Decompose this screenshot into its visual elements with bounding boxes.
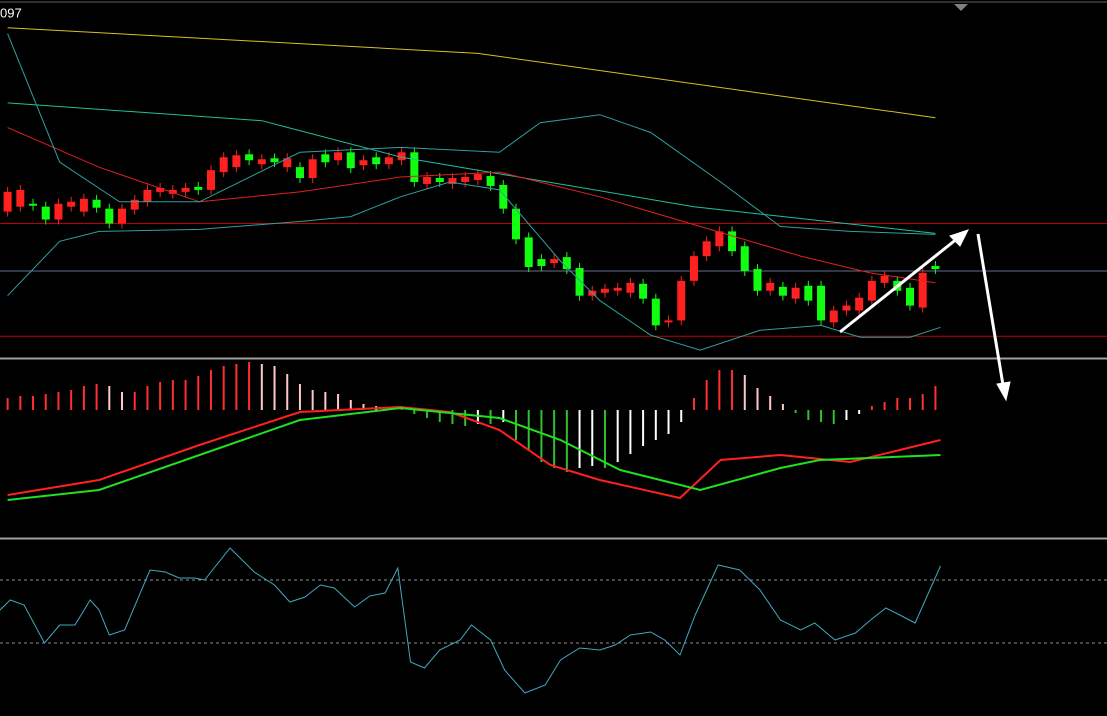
indicator-line (7, 127, 936, 284)
candle-body (156, 187, 165, 192)
candle-body (270, 158, 279, 163)
candle-body (473, 174, 482, 181)
candle-body (600, 288, 609, 293)
candle-body (817, 285, 826, 321)
arrow-down (976, 233, 1005, 386)
candle-body (791, 287, 800, 299)
indicator-line (7, 27, 936, 119)
candle-body (245, 154, 254, 161)
candle-body (16, 189, 25, 207)
candle-body (486, 176, 495, 186)
candle-body (435, 178, 444, 182)
candle-body (931, 266, 940, 269)
candle-body (664, 320, 673, 323)
candle-body (79, 198, 88, 212)
candle-body (524, 237, 533, 268)
candle-body (829, 310, 838, 323)
candle-body (639, 283, 648, 299)
candle-body (181, 187, 190, 192)
candle-body (194, 186, 203, 190)
candle-body (384, 157, 393, 165)
candle-body (372, 157, 381, 165)
candle-body (334, 152, 343, 161)
candle-body (689, 256, 698, 281)
candle-body (206, 170, 215, 190)
candle-body (321, 154, 330, 163)
symbol-label: 097 (0, 5, 22, 20)
candle-body (105, 208, 114, 224)
candle-body (346, 152, 355, 169)
candle-body (804, 285, 813, 301)
candle-body (168, 189, 177, 194)
candle-body (232, 155, 241, 168)
candle-body (295, 167, 304, 179)
candle-body (410, 152, 419, 182)
annotation-arrows (839, 229, 1011, 402)
indicator-line (7, 33, 936, 235)
candle-body (715, 231, 724, 247)
candle-body (359, 160, 368, 166)
candle-body (29, 203, 38, 206)
candle-body (257, 159, 266, 165)
candle-body (702, 241, 711, 257)
candle-body (461, 177, 470, 182)
candle-body (143, 189, 152, 202)
candle-body (423, 177, 432, 184)
candle-body (626, 282, 635, 293)
candle-body (740, 246, 749, 271)
indicator-line (7, 405, 941, 500)
candle-body (918, 272, 927, 308)
candle-body (575, 268, 584, 296)
candle-body (512, 208, 521, 240)
candle-body (842, 305, 851, 311)
candle-body (867, 280, 876, 301)
indicator-line (7, 102, 936, 234)
candle-body (562, 257, 571, 269)
candle-body (778, 286, 787, 296)
indicator-line (0, 547, 941, 694)
arrow-head (996, 381, 1011, 402)
candle-body (613, 287, 622, 291)
candle-body (651, 298, 660, 326)
arrow-up (839, 236, 959, 334)
candle-body (677, 280, 686, 321)
candle-body (219, 157, 228, 173)
candle-body (448, 178, 457, 184)
candle-body (753, 268, 762, 291)
candle-body (41, 206, 50, 220)
candle-body (92, 199, 101, 208)
arrow-head (949, 229, 969, 247)
candle-body (728, 231, 737, 252)
candle-body (283, 158, 292, 168)
candle-body (537, 259, 546, 267)
candle-body (308, 159, 317, 179)
candle-body (67, 201, 76, 207)
candle-body (397, 152, 406, 161)
candle-body (3, 191, 12, 212)
plots (0, 27, 1107, 694)
scroll-marker (954, 4, 968, 11)
candle-body (130, 199, 139, 210)
candle-body (766, 282, 775, 291)
candle-body (118, 208, 127, 224)
indicator-line (7, 181, 941, 351)
candle-body (880, 275, 889, 283)
candle-body (855, 297, 864, 311)
candle-body (54, 203, 63, 220)
candle-body (499, 184, 508, 209)
candle-body (906, 287, 915, 306)
candle-body (550, 259, 559, 264)
indicator-line (7, 406, 941, 501)
